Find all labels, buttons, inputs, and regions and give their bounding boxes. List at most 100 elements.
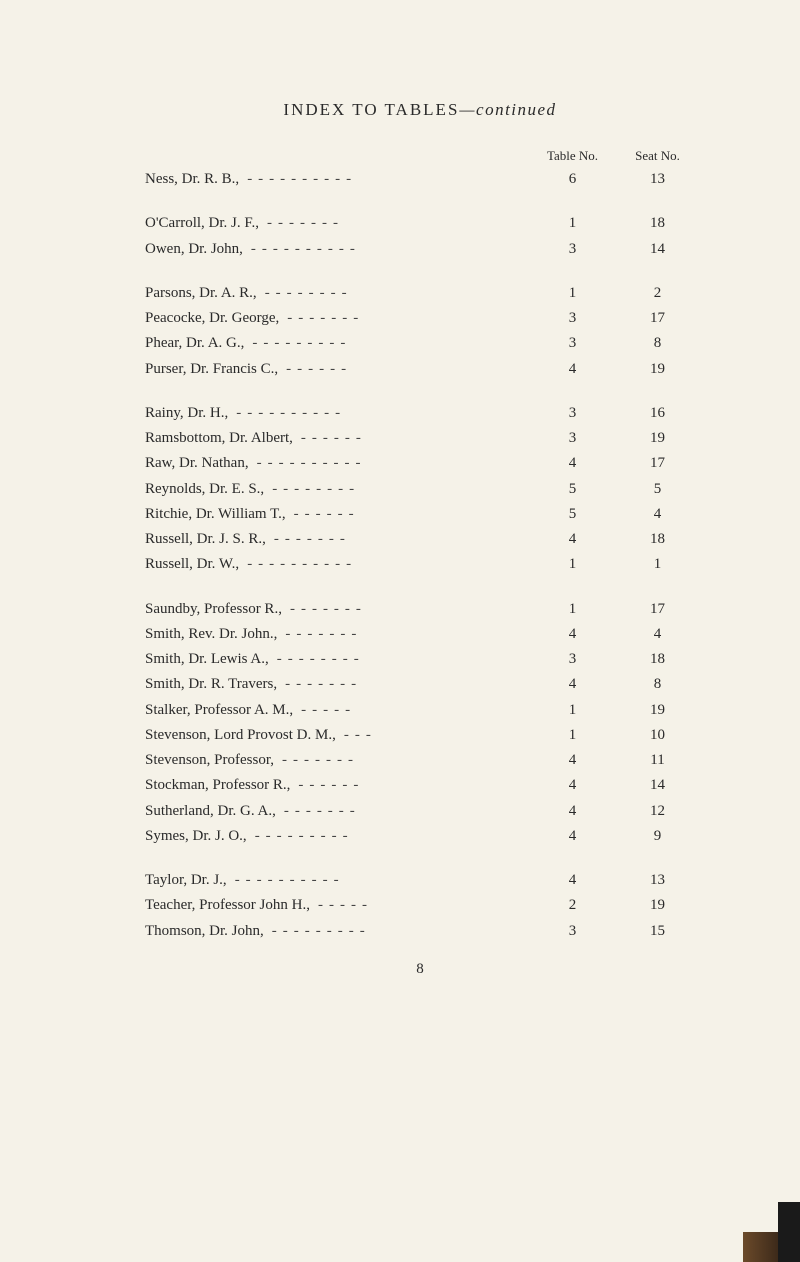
entry-seat-no: 19 — [620, 427, 695, 450]
entry-numbers: 49 — [525, 825, 695, 848]
leader-dashes: --------- — [255, 828, 354, 844]
entry-name: Peacocke, Dr. George,------- — [145, 307, 525, 330]
entry-table-no: 1 — [525, 553, 620, 576]
entry-name: Russell, Dr. W.,---------- — [145, 553, 525, 576]
entry-numbers: 44 — [525, 623, 695, 646]
entry-table-no: 1 — [525, 724, 620, 747]
index-entry: Stalker, Professor A. M.,-----119 — [145, 699, 695, 722]
index-entry: Owen, Dr. John,----------314 — [145, 238, 695, 261]
entry-table-no: 3 — [525, 648, 620, 671]
entry-seat-no: 14 — [620, 238, 695, 261]
entry-seat-no: 18 — [620, 212, 695, 235]
index-entry: Saundby, Professor R.,-------117 — [145, 598, 695, 621]
entry-numbers: 117 — [525, 598, 695, 621]
index-entry: Parsons, Dr. A. R.,--------12 — [145, 282, 695, 305]
entry-name: Smith, Dr. Lewis A.,-------- — [145, 648, 525, 671]
index-entry: Taylor, Dr. J.,----------413 — [145, 869, 695, 892]
leader-dashes: ---------- — [247, 171, 357, 187]
entry-name: O'Carroll, Dr. J. F.,------- — [145, 212, 525, 235]
group-gap — [145, 383, 695, 402]
entry-table-no: 4 — [525, 825, 620, 848]
leader-dashes: -------- — [265, 285, 353, 301]
entry-table-no: 3 — [525, 402, 620, 425]
header-seat-no: Seat No. — [620, 148, 695, 164]
entry-table-no: 5 — [525, 478, 620, 501]
entry-seat-no: 18 — [620, 528, 695, 551]
entry-table-no: 1 — [525, 212, 620, 235]
leader-dashes: --- — [344, 727, 377, 743]
index-entry: Ramsbottom, Dr. Albert,------319 — [145, 427, 695, 450]
entry-name: Stevenson, Lord Provost D. M.,--- — [145, 724, 525, 747]
entry-table-no: 4 — [525, 774, 620, 797]
page-title: INDEX TO TABLES—continued — [145, 100, 695, 120]
entry-table-no: 3 — [525, 332, 620, 355]
page-number: 8 — [145, 961, 695, 978]
leader-dashes: ------ — [298, 777, 364, 793]
index-entry: Ritchie, Dr. William T.,------54 — [145, 503, 695, 526]
book-edge-brown — [743, 1232, 778, 1262]
entry-numbers: 314 — [525, 238, 695, 261]
entry-name: Saundby, Professor R.,------- — [145, 598, 525, 621]
entry-seat-no: 17 — [620, 598, 695, 621]
leader-dashes: ------ — [301, 430, 367, 446]
entry-name: Smith, Dr. R. Travers,------- — [145, 673, 525, 696]
entry-seat-no: 4 — [620, 623, 695, 646]
index-entry: Stevenson, Lord Provost D. M.,---110 — [145, 724, 695, 747]
entry-seat-no: 13 — [620, 168, 695, 191]
group-gap — [145, 579, 695, 598]
entry-name: Teacher, Professor John H.,----- — [145, 894, 525, 917]
entry-seat-no: 11 — [620, 749, 695, 772]
title-suffix: —continued — [459, 100, 556, 119]
entry-name: Owen, Dr. John,---------- — [145, 238, 525, 261]
leader-dashes: ---------- — [257, 455, 367, 471]
entry-numbers: 413 — [525, 869, 695, 892]
entry-table-no: 4 — [525, 452, 620, 475]
entry-numbers: 411 — [525, 749, 695, 772]
entry-numbers: 110 — [525, 724, 695, 747]
page-content: INDEX TO TABLES—continued Table No. Seat… — [0, 0, 800, 1018]
entry-numbers: 412 — [525, 800, 695, 823]
entry-name: Ness, Dr. R. B.,---------- — [145, 168, 525, 191]
group-gap — [145, 850, 695, 869]
entry-name: Stockman, Professor R.,------ — [145, 774, 525, 797]
entry-name: Thomson, Dr. John,--------- — [145, 920, 525, 943]
leader-dashes: ------ — [286, 361, 352, 377]
leader-dashes: ----- — [301, 702, 356, 718]
entry-seat-no: 17 — [620, 452, 695, 475]
entry-seat-no: 19 — [620, 358, 695, 381]
leader-dashes: --------- — [252, 335, 351, 351]
entry-numbers: 317 — [525, 307, 695, 330]
entry-table-no: 3 — [525, 920, 620, 943]
entry-seat-no: 4 — [620, 503, 695, 526]
entry-numbers: 118 — [525, 212, 695, 235]
entry-table-no: 4 — [525, 358, 620, 381]
entry-table-no: 5 — [525, 503, 620, 526]
entry-numbers: 12 — [525, 282, 695, 305]
entry-seat-no: 1 — [620, 553, 695, 576]
entry-seat-no: 9 — [620, 825, 695, 848]
entry-numbers: 38 — [525, 332, 695, 355]
leader-dashes: ---------- — [236, 405, 346, 421]
group-gap — [145, 193, 695, 212]
entry-numbers: 119 — [525, 699, 695, 722]
leader-dashes: ------- — [290, 601, 367, 617]
entry-name: Phear, Dr. A. G.,--------- — [145, 332, 525, 355]
leader-dashes: -------- — [277, 651, 365, 667]
entry-table-no: 3 — [525, 427, 620, 450]
entry-name: Sutherland, Dr. G. A.,------- — [145, 800, 525, 823]
entry-table-no: 3 — [525, 238, 620, 261]
index-entry: Peacocke, Dr. George,-------317 — [145, 307, 695, 330]
leader-dashes: ------- — [284, 803, 361, 819]
entry-numbers: 417 — [525, 452, 695, 475]
leader-dashes: ---------- — [235, 872, 345, 888]
index-entry: O'Carroll, Dr. J. F.,-------118 — [145, 212, 695, 235]
entry-numbers: 315 — [525, 920, 695, 943]
entry-numbers: 55 — [525, 478, 695, 501]
entry-seat-no: 12 — [620, 800, 695, 823]
entry-seat-no: 13 — [620, 869, 695, 892]
entry-numbers: 414 — [525, 774, 695, 797]
leader-dashes: ------- — [267, 215, 344, 231]
title-main: INDEX TO TABLES — [283, 100, 459, 119]
entry-seat-no: 18 — [620, 648, 695, 671]
leader-dashes: --------- — [272, 923, 371, 939]
